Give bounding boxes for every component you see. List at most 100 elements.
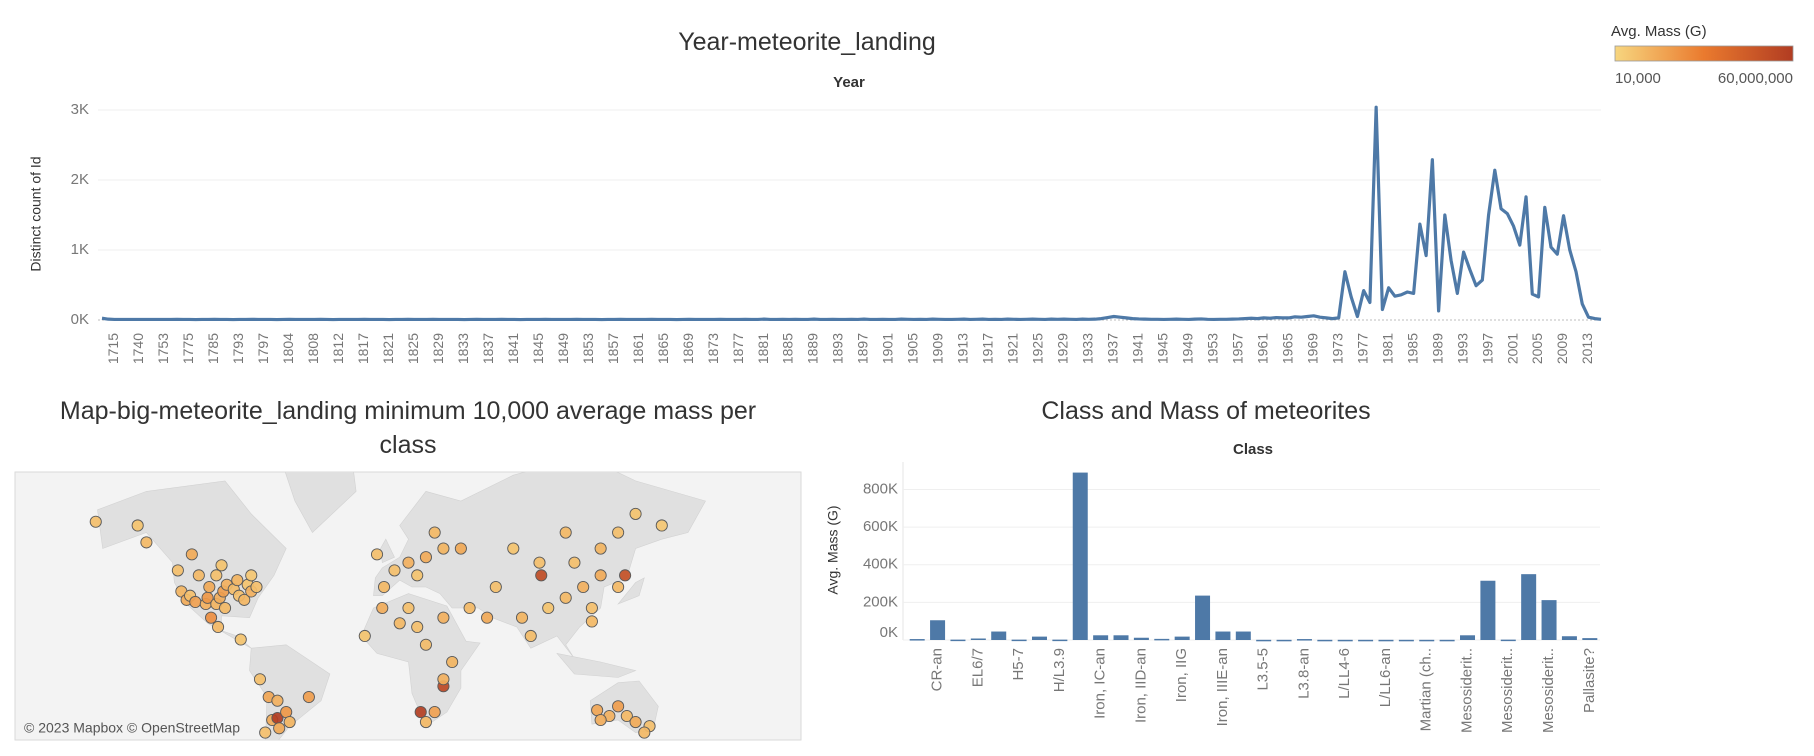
x-tick-label: 1833	[455, 333, 471, 364]
bar	[1174, 636, 1190, 640]
x-tick-label: 1953	[1204, 333, 1220, 364]
y-tick-label: 1K	[71, 241, 89, 258]
bar	[1133, 637, 1149, 640]
map-land	[97, 472, 706, 740]
x-tick-label: CR-an	[929, 648, 946, 691]
x-tick-label: Iron, IC-an	[1092, 648, 1109, 719]
map-point	[171, 564, 184, 577]
x-tick-label: 1909	[930, 333, 946, 364]
bar	[1256, 639, 1272, 642]
bar	[1398, 639, 1414, 642]
x-tick-label: 1913	[955, 333, 971, 364]
x-tick-label: 1893	[830, 333, 846, 364]
y-tick-label: 0K	[71, 311, 89, 328]
bar	[1460, 635, 1476, 640]
x-tick-label: 1829	[430, 333, 446, 364]
map-point	[612, 700, 625, 713]
map-point	[612, 580, 625, 594]
map-point	[481, 611, 494, 624]
x-tick-label: 2001	[1504, 333, 1520, 364]
x-tick-label: 1865	[655, 333, 671, 364]
map-point	[437, 673, 450, 686]
x-tick-label: 1881	[755, 333, 771, 364]
bar	[1031, 636, 1047, 640]
map-point	[655, 519, 668, 532]
x-tick-label: 1853	[580, 333, 596, 364]
x-tick-label: 1949	[1179, 333, 1195, 364]
map-point	[629, 507, 642, 520]
land-shape	[556, 652, 637, 678]
bar	[970, 638, 986, 640]
x-tick-label: 1793	[230, 333, 246, 364]
bar	[1276, 639, 1292, 642]
map-point	[559, 591, 572, 604]
x-tick-label: 1901	[880, 333, 896, 364]
x-tick-label: Mesosiderit..	[1499, 648, 1516, 733]
x-tick-label: 1857	[605, 333, 621, 364]
map-point	[585, 615, 598, 628]
map-title: Map-big-meteorite_landing minimum 10,000…	[59, 397, 757, 459]
x-tick-label: 1740	[130, 333, 146, 364]
x-tick-label: Pallasite?	[1581, 648, 1598, 713]
x-tick-label: 2013	[1579, 333, 1595, 364]
map-point	[234, 633, 247, 646]
map-point	[585, 601, 598, 615]
map-point	[250, 580, 263, 594]
map-point	[393, 617, 406, 630]
map-point	[376, 601, 389, 615]
map-point	[419, 638, 432, 651]
map-point	[211, 620, 225, 634]
x-tick-label: 1993	[1454, 333, 1470, 364]
map-point	[210, 569, 223, 582]
x-tick-label: 1933	[1080, 333, 1096, 364]
y-tick-label: 600K	[863, 518, 898, 535]
x-tick-label: 1885	[780, 333, 796, 364]
map-point	[245, 569, 258, 582]
map-point	[446, 655, 459, 669]
x-tick-label: 1917	[980, 333, 996, 364]
x-tick-label: 1804	[280, 333, 296, 364]
x-tick-label: 1873	[705, 333, 721, 364]
x-tick-label: 1897	[855, 333, 871, 364]
x-tick-label: 1849	[555, 333, 571, 364]
x-tick-label: Mesosiderit..	[1540, 648, 1557, 733]
x-tick-label: 1825	[405, 333, 421, 364]
x-tick-label: L/LL4-6	[1336, 648, 1353, 699]
map-point	[535, 569, 548, 582]
x-tick-label: 1889	[805, 333, 821, 364]
map-point	[594, 713, 607, 727]
y-tick-label: 3K	[71, 101, 89, 118]
map-point	[594, 569, 607, 582]
bar	[1419, 639, 1435, 642]
map-point	[577, 580, 590, 594]
x-tick-label: 1812	[330, 333, 346, 364]
bar	[1378, 639, 1394, 642]
y-axis-title: Distinct count of Id	[28, 156, 44, 271]
map-point	[302, 690, 315, 704]
map-point	[215, 559, 228, 572]
x-tick-label: 1977	[1354, 333, 1370, 364]
land-shape	[617, 577, 645, 605]
legend-title: Avg. Mass (G)	[1611, 23, 1707, 40]
bar	[1195, 595, 1211, 640]
line-title: Year-meteorite_landing	[678, 28, 936, 56]
map-point	[411, 620, 424, 634]
map-point	[231, 574, 244, 587]
bar	[1480, 580, 1496, 640]
bar	[1011, 639, 1027, 642]
bar	[1561, 636, 1577, 640]
x-tick-label: 1929	[1055, 333, 1071, 364]
x-tick-label: EL6/7	[969, 648, 986, 687]
bar	[1093, 635, 1109, 640]
x-tick-label: Iron, IID-an	[1132, 648, 1149, 723]
x-tick-label: 1937	[1105, 333, 1121, 364]
map-point	[205, 611, 218, 624]
map-point	[411, 569, 424, 582]
x-tick-label: 1821	[380, 333, 396, 364]
bar	[1337, 639, 1353, 642]
map-point	[271, 694, 284, 707]
map-point	[629, 715, 642, 729]
x-tick-label: 1997	[1479, 333, 1495, 364]
x-tick-label: 1965	[1279, 333, 1295, 364]
